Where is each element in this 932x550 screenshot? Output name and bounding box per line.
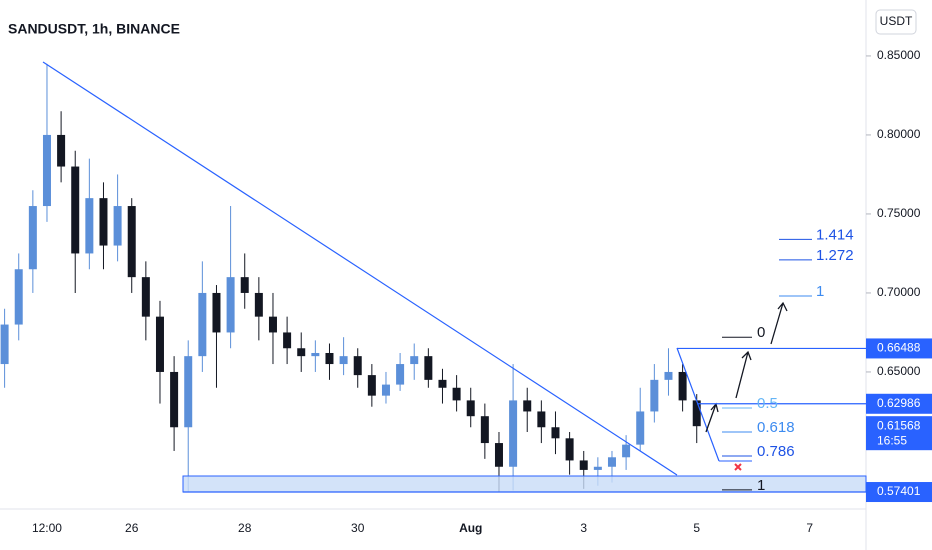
candle-body [283,332,292,349]
candle-body [523,400,532,412]
candle-body [254,292,263,317]
x-tick-label: 12:00 [32,521,62,535]
fib-label: 0.618 [757,419,795,436]
candle-body [141,277,150,317]
fib-label: 1 [757,477,765,494]
price-badge-label: 0.57401 [877,484,921,498]
candle-body [184,356,193,428]
candle-body [297,348,306,357]
candle-body [565,438,574,461]
fib-trend-line [676,347,720,462]
fib-label: 1.272 [816,247,854,264]
x-tick-label: 7 [806,521,813,535]
candle-body [367,375,376,396]
candle-body [85,198,94,254]
candle-body [678,371,687,401]
candle-body [480,416,489,444]
candle-body [339,356,348,365]
x-tick-label: 3 [580,521,587,535]
fib-label: 1.414 [816,226,854,243]
y-tick-label: 0.75000 [877,206,921,220]
stop-marker [734,463,742,471]
price-badge [866,393,932,414]
chart-title: SANDUSDT, 1h, BINANCE [8,21,180,37]
candle-body [509,400,518,467]
candle-body [226,277,235,333]
candle-body [127,206,136,278]
y-tick-label: 0.85000 [877,48,921,62]
candle-body [622,444,631,458]
fib-label: 0.786 [757,443,795,460]
candle-body [311,352,320,357]
candle-body [155,316,164,372]
arrow [735,350,752,399]
plot-area [0,63,701,493]
current-price-label: 0.61568 [877,418,921,432]
candle-body [636,411,645,445]
candle-body [452,387,461,401]
candle-body [71,166,80,254]
candle-body [0,324,9,365]
price-badge-label: 0.66488 [877,341,921,355]
candle-body [607,457,616,467]
price-badge [866,482,932,503]
candle-body [99,198,108,246]
candle-body [14,269,23,325]
currency-label[interactable]: USDT [880,14,913,28]
candle-body [113,206,122,246]
candle-body [537,411,546,428]
fib-label: 0.5 [757,395,778,412]
candle-body [438,379,447,388]
candle-body [325,352,334,365]
candle-body [240,277,249,293]
candle-body [57,134,66,167]
x-tick-label: 28 [238,521,252,535]
currency-button[interactable] [875,9,917,35]
fib-label: 0 [757,324,765,341]
x-tick-label: Aug [459,521,482,535]
x-tick-label: 26 [125,521,139,535]
candle-body [396,364,405,385]
fib-label: 1 [816,283,824,300]
candle-body [42,134,51,207]
candle-body [650,379,659,412]
x-tick-label: 5 [693,521,700,535]
x-tick-label: 30 [351,521,365,535]
y-tick-label: 0.70000 [877,285,921,299]
current-price-badge [866,416,932,451]
candle-body [692,400,701,427]
candle-body [593,466,602,470]
candle-body [212,292,221,333]
candle-body [424,356,433,380]
arrows [705,301,788,433]
candle-body [466,400,475,417]
candle-body [28,206,37,270]
trend-line [42,61,678,476]
price-badge [866,338,932,359]
candle-body [353,356,362,376]
candle-body [579,460,588,470]
candle-body [494,443,503,467]
candle-body [381,384,390,396]
countdown-label: 16:55 [877,433,907,447]
candle-body [664,371,673,380]
arrow [770,301,788,345]
candle-body [551,427,560,439]
y-tick-label: 0.80000 [877,127,921,141]
candle-body [410,356,419,365]
price-badge-label: 0.62986 [877,396,921,410]
candle-body [170,371,179,428]
candle-body [268,316,277,333]
y-tick-label: 0.65000 [877,364,921,378]
candle-body [198,292,207,357]
